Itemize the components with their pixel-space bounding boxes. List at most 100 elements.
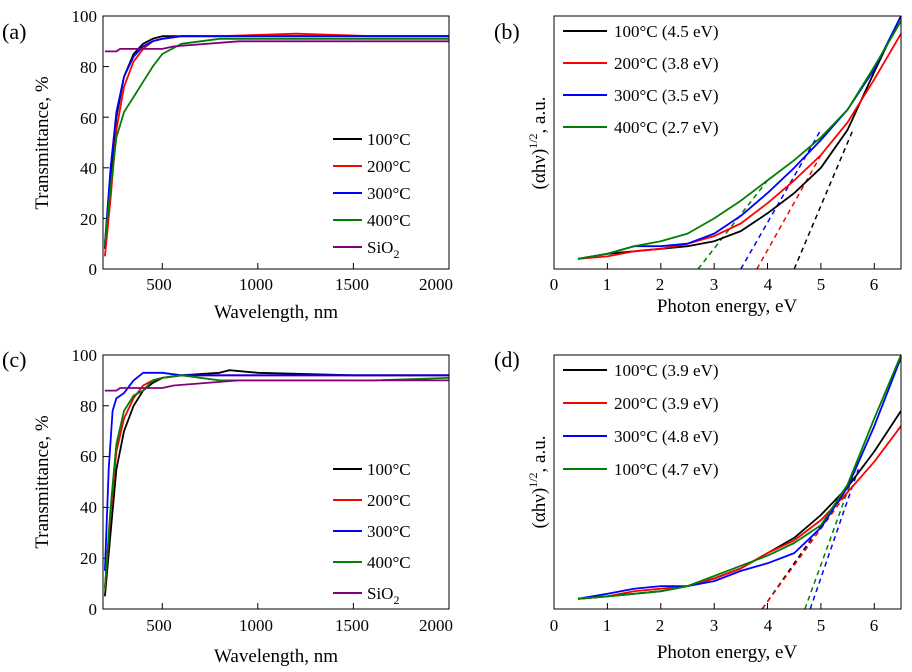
panel-c-xlabel: Wavelength, nm (214, 646, 338, 667)
panel-c-ytick-80: 80 (80, 397, 97, 416)
panel-b-ylabel-main: (αhν) (529, 149, 550, 190)
panel-a-xtick-1500: 1500 (335, 275, 369, 294)
panel-c-xtick-2000: 2000 (419, 616, 453, 635)
panel-b-series-0 (577, 15, 902, 260)
panel-c-frame (102, 354, 450, 610)
panel-a-ytick-20: 20 (80, 210, 97, 229)
panel-a-series-2 (104, 35, 449, 244)
panel-d-xtick-labels: 0 1 2 3 4 5 6 (550, 616, 879, 635)
panel-a-ytick-80: 80 (80, 58, 97, 77)
panel-a-series-4 (104, 40, 449, 53)
panel-c-ytick-40: 40 (80, 498, 97, 517)
panel-d-ylabel-tail: , a.u. (529, 436, 550, 473)
panel-d-frame (553, 354, 902, 610)
panel-b-xlabel: Photon energy, eV (657, 296, 798, 317)
panel-b-xtick-3: 3 (710, 275, 719, 294)
panel-b-xtick-0: 0 (550, 275, 559, 294)
panel-a-frame (102, 15, 450, 270)
panel-c-xtick-1000: 1000 (239, 616, 273, 635)
panel-a-plot (103, 15, 450, 270)
panel-c-ylabel: Transmittance, % (32, 415, 53, 549)
panel-c-series-2 (104, 371, 449, 571)
panel-b-letter: (b) (494, 19, 520, 44)
panel-d-ylabel-sup: 1/2 (526, 472, 540, 487)
panel-c-ytick-0: 0 (89, 600, 98, 619)
panel-d-fit-line-0 (761, 486, 849, 610)
panel-c-ytick-60: 60 (80, 447, 97, 466)
panel-b-legend-400: 400°C (2.7 eV) (614, 118, 719, 137)
panel-c-letter: (c) (2, 347, 26, 372)
panel-d-xlabel: Photon energy, eV (657, 642, 798, 663)
panel-d-xtick-0: 0 (550, 616, 559, 635)
panel-a-legend-100: 100°C (367, 130, 411, 149)
panel-a-ylabel: Transmittance, % (32, 76, 53, 210)
panel-d-xtick-1: 1 (603, 616, 612, 635)
panel-d-legend-400: 100°C (4.7 eV) (614, 460, 719, 479)
panel-a-ytick-40: 40 (80, 159, 97, 178)
panel-a-letter: (a) (2, 19, 26, 44)
panel-b-series-1 (577, 33, 902, 260)
panel-d-plot (553, 354, 902, 610)
panel-d-series-1 (577, 425, 902, 600)
panel-d-xtick-3: 3 (710, 616, 719, 635)
panel-b-fit-line-3 (697, 179, 769, 270)
panel-d-xtick-2: 2 (656, 616, 665, 635)
panel-d-legend: 100°C (3.9 eV) 200°C (3.9 eV) 300°C (4.8… (563, 361, 719, 479)
panel-c-plot (103, 354, 450, 610)
panel-c-legend-200: 200°C (367, 491, 411, 510)
panel-b-plot (553, 15, 902, 270)
panel-d-xtick-5: 5 (817, 616, 826, 635)
panel-b-xtick-1: 1 (603, 275, 612, 294)
panel-b-legend-200: 200°C (3.8 eV) (614, 54, 719, 73)
panel-c-xtick-1500: 1500 (335, 616, 369, 635)
panel-b-legend-300: 300°C (3.5 eV) (614, 86, 719, 105)
panel-b-ylabel-tail: , a.u. (529, 97, 550, 134)
panel-b-fit-line-2 (740, 129, 822, 270)
panel-d-fit-line-3 (804, 461, 860, 610)
panel-b-fit-line-1 (756, 154, 822, 270)
panel-b-xtick-2: 2 (656, 275, 665, 294)
panel-c-ytick-labels: 0 20 40 60 80 100 (72, 346, 98, 619)
panel-c-legend-sio2-sub: 2 (393, 593, 399, 607)
panel-c-legend-100: 100°C (367, 460, 411, 479)
panel-d-xtick-6: 6 (870, 616, 879, 635)
panel-c-ytick-20: 20 (80, 549, 97, 568)
panel-b-xtick-6: 6 (870, 275, 879, 294)
panel-a-ytick-60: 60 (80, 109, 97, 128)
panel-a-legend-sio2-sub: 2 (393, 247, 399, 261)
panel-d-letter: (d) (494, 347, 520, 372)
panel-c-xtick-labels: 500 1000 1500 2000 (146, 616, 453, 635)
panel-c-xtick-500: 500 (146, 616, 172, 635)
panel-b-frame (553, 15, 902, 270)
panel-d-ylabel-main: (αhν) (529, 488, 550, 529)
panel-c-legend-sio2-main: SiO (367, 584, 393, 603)
panel-a-xtick-1000: 1000 (239, 275, 273, 294)
panel-d-legend-200: 200°C (3.9 eV) (614, 394, 719, 413)
panel-a-ytick-100: 100 (72, 7, 98, 26)
panel-b-fit-line-0 (793, 129, 854, 270)
panel-a-ytick-0: 0 (89, 260, 98, 279)
panel-a-xtick-500: 500 (146, 275, 172, 294)
panel-c-series-4 (104, 379, 449, 392)
panel-d: (d) 0 1 2 3 4 5 6 (αhν)1/2, a.u. Photon … (494, 347, 902, 663)
panel-a-ytick-labels: 0 20 40 60 80 100 (72, 7, 98, 279)
panel-d-ylabel: (αhν)1/2, a.u. (526, 436, 550, 529)
panel-c-series-0 (104, 369, 449, 597)
panel-b: (b) 0 1 2 3 4 5 6 (αhν)1/2, a.u. Photon … (494, 15, 902, 317)
panel-b-xtick-labels: 0 1 2 3 4 5 6 (550, 275, 879, 294)
panel-c: (c) 0 20 40 60 80 100 500 1000 1500 2000… (2, 346, 453, 667)
panel-b-series-2 (577, 15, 902, 260)
panel-a-legend-sio2: SiO2 (367, 238, 399, 261)
panel-a: (a) 0 20 40 60 80 100 500 1000 1500 2000… (2, 7, 453, 323)
panel-d-xtick-4: 4 (764, 616, 773, 635)
panel-d-series-3 (577, 354, 902, 600)
panel-c-ytick-100: 100 (72, 346, 98, 365)
panel-a-legend-400: 400°C (367, 211, 411, 230)
panel-a-series-3 (104, 37, 449, 244)
panel-b-xtick-5: 5 (817, 275, 826, 294)
panel-b-legend: 100°C (4.5 eV) 200°C (3.8 eV) 300°C (3.5… (563, 22, 719, 137)
panel-a-legend-sio2-main: SiO (367, 238, 393, 257)
panel-b-xtick-4: 4 (764, 275, 773, 294)
panel-c-legend-400: 400°C (367, 553, 411, 572)
